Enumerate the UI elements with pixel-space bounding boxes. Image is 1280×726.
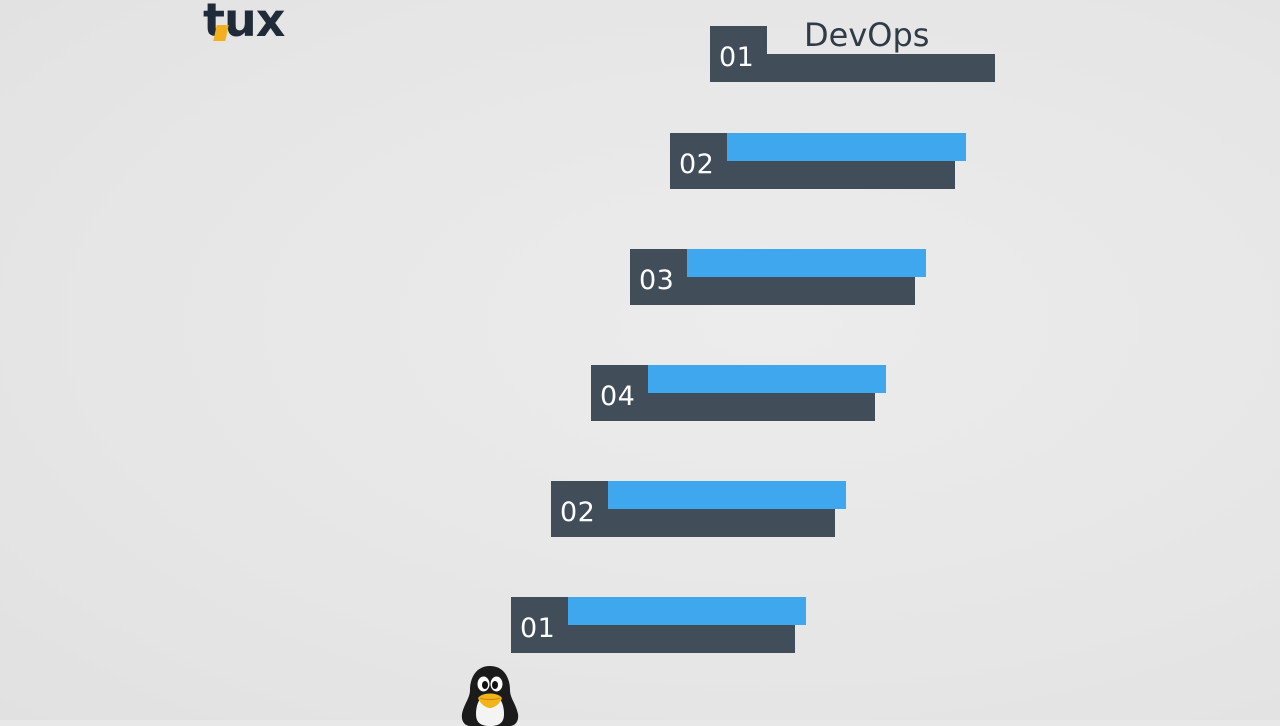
step-tab xyxy=(511,597,568,653)
step-tab xyxy=(591,365,648,421)
logo: tux xyxy=(203,0,285,48)
step-number: 01 xyxy=(520,613,556,644)
step-blue-bar xyxy=(687,249,926,277)
step-blue-bar xyxy=(568,597,806,625)
step-2: 02 xyxy=(670,133,966,189)
step-title: DevOps xyxy=(804,16,930,54)
step-blue-bar xyxy=(648,365,886,393)
step-top: 01 DevOps xyxy=(710,16,995,82)
step-3: 03 xyxy=(630,249,926,305)
step-tab xyxy=(551,481,608,537)
step-blue-bar xyxy=(727,133,966,161)
step-number: 02 xyxy=(560,497,596,528)
step-blue-bar xyxy=(608,481,846,509)
logo-letter-t: t xyxy=(203,0,225,47)
step-4: 04 xyxy=(591,365,886,421)
step-tab xyxy=(710,26,767,82)
step-number: 03 xyxy=(639,265,675,296)
step-tab xyxy=(670,133,727,189)
penguin-icon xyxy=(461,666,519,726)
step-6: 01 xyxy=(511,597,806,653)
step-number: 04 xyxy=(600,381,636,412)
step-number: 02 xyxy=(679,149,715,180)
step-tab xyxy=(630,249,687,305)
logo-letters: ux xyxy=(224,0,285,47)
step-5: 02 xyxy=(551,481,846,537)
step-number: 01 xyxy=(719,42,755,73)
